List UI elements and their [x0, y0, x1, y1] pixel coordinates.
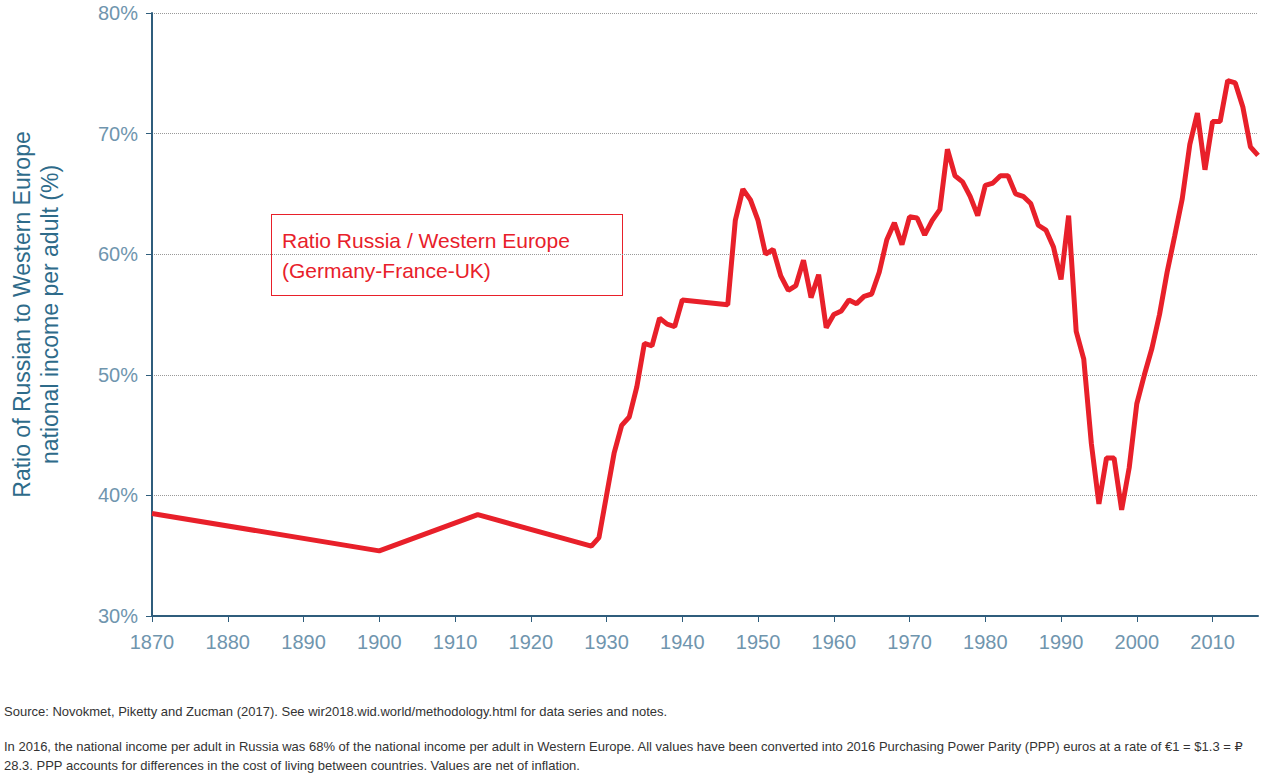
svg-text:70%: 70% — [98, 123, 138, 145]
svg-text:1880: 1880 — [206, 631, 251, 653]
svg-text:1920: 1920 — [509, 631, 554, 653]
svg-text:1970: 1970 — [887, 631, 932, 653]
svg-text:1910: 1910 — [433, 631, 478, 653]
svg-text:40%: 40% — [98, 484, 138, 506]
svg-text:1870: 1870 — [130, 631, 175, 653]
svg-text:1930: 1930 — [584, 631, 629, 653]
svg-text:1960: 1960 — [812, 631, 857, 653]
svg-text:Ratio Russia / Western Europe: Ratio Russia / Western Europe — [282, 229, 570, 252]
svg-text:In 2016, the national income p: In 2016, the national income per adult i… — [4, 739, 1243, 754]
svg-text:Source: Novokmet, Piketty and: Source: Novokmet, Piketty and Zucman (20… — [4, 704, 667, 719]
svg-text:30%: 30% — [98, 605, 138, 627]
svg-text:1980: 1980 — [963, 631, 1008, 653]
svg-text:Ratio of Russian to Western Eu: Ratio of Russian to Western Europe — [9, 131, 35, 497]
svg-text:28.3. PPP accounts for differe: 28.3. PPP accounts for differences in th… — [4, 758, 580, 773]
svg-text:2000: 2000 — [1115, 631, 1160, 653]
svg-text:1990: 1990 — [1039, 631, 1084, 653]
svg-text:1950: 1950 — [736, 631, 781, 653]
svg-text:1900: 1900 — [357, 631, 402, 653]
svg-text:(Germany-France-UK): (Germany-France-UK) — [282, 259, 491, 282]
svg-text:2010: 2010 — [1190, 631, 1235, 653]
svg-text:80%: 80% — [98, 2, 138, 24]
svg-text:60%: 60% — [98, 243, 138, 265]
svg-text:national income per adult (%): national income per adult (%) — [37, 165, 63, 464]
svg-text:50%: 50% — [98, 364, 138, 386]
svg-text:1940: 1940 — [660, 631, 705, 653]
svg-text:1890: 1890 — [281, 631, 326, 653]
